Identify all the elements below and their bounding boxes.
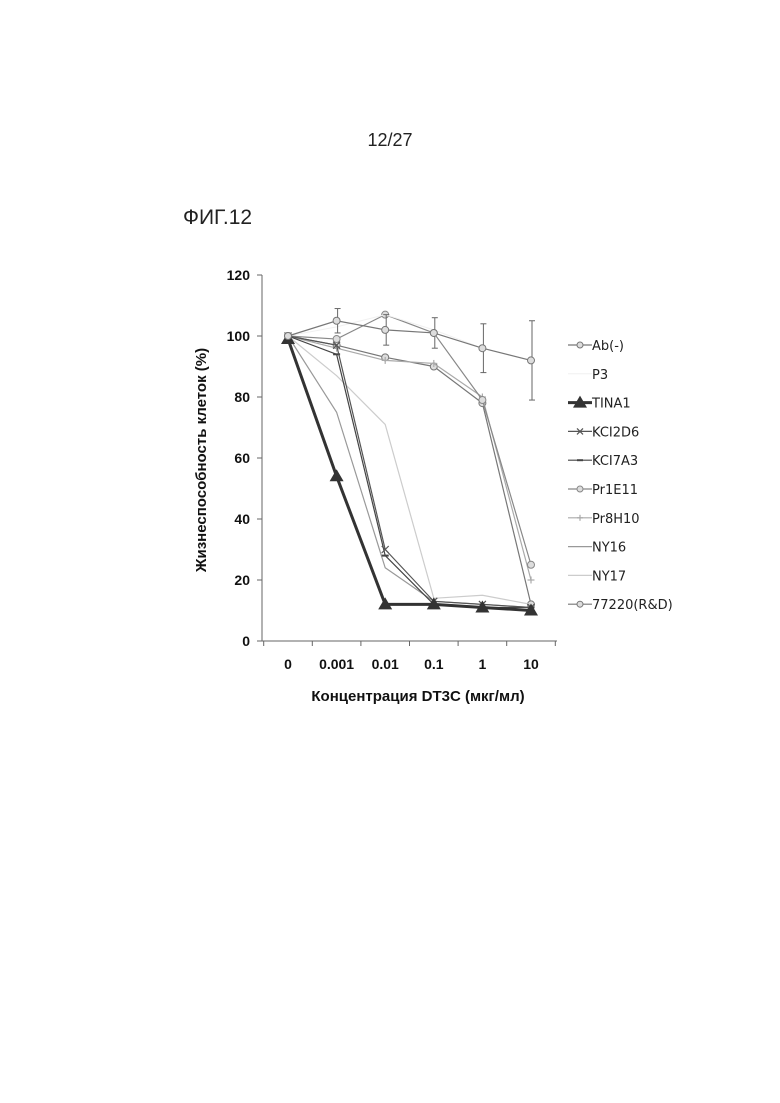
y-tick-label: 80	[234, 389, 250, 405]
x-axis-title: Концентрация DT3C (мкг/мл)	[311, 688, 524, 705]
data-point	[430, 329, 437, 336]
data-point	[577, 342, 583, 348]
series-line	[288, 336, 531, 607]
chart-legend: Ab(-) P3 TINA1 KCI2D6 KCI7A3 Pr1E11 Pr8H10 NY16…	[568, 339, 673, 613]
y-axis-title: Жизнеспособность клеток (%)	[193, 348, 210, 573]
series-line	[288, 336, 531, 607]
y-tick-label: 120	[227, 267, 251, 283]
y-tick-label: 20	[234, 572, 250, 588]
data-point	[577, 515, 583, 521]
legend-item: NY17	[568, 569, 626, 584]
series-line	[288, 336, 531, 580]
series-kci2d6	[285, 333, 535, 611]
y-tick-label: 40	[234, 511, 250, 527]
legend-label: TINA1	[591, 397, 631, 412]
chart-axes: 0 20 40 60 80 100 120 0 0.001 0.01 0.1 1 10	[227, 267, 557, 672]
viability-chart: 0 20 40 60 80 100 120 0 0.001 0.01 0.1 1 10 Ab(-) P3 T…	[0, 0, 780, 760]
legend-label: KCI2D6	[592, 425, 639, 440]
series-line	[288, 336, 531, 604]
data-point	[479, 345, 486, 352]
x-tick-label: 0.001	[319, 656, 354, 672]
data-point	[382, 326, 389, 333]
legend-label: NY17	[592, 569, 626, 584]
series-line	[288, 315, 531, 361]
legend-label: 77220(R&D)	[592, 598, 673, 613]
legend-item: Pr1E11	[568, 483, 638, 498]
legend-label: KCI7A3	[592, 454, 638, 469]
series-p3	[288, 315, 531, 361]
data-point	[285, 333, 292, 340]
data-point	[528, 561, 535, 568]
series-line	[288, 336, 531, 607]
data-point	[330, 469, 344, 481]
data-point	[577, 486, 583, 492]
legend-item: TINA1	[568, 396, 631, 412]
series-ny16	[288, 336, 531, 607]
legend-item: P3	[568, 368, 608, 383]
data-point	[528, 357, 535, 364]
series-pr8h10	[285, 333, 535, 584]
series-ny17	[288, 336, 531, 604]
chart-series	[281, 309, 538, 616]
series-line	[288, 321, 531, 361]
legend-label: NY16	[592, 541, 626, 556]
x-tick-label: 0.01	[372, 656, 399, 672]
data-point	[333, 317, 340, 324]
series-kci7a3	[285, 336, 535, 607]
legend-item: Ab(-)	[568, 339, 624, 354]
data-point	[577, 601, 583, 607]
series-pr1e11	[285, 311, 535, 568]
legend-item: Pr8H10	[568, 512, 640, 527]
series-line	[288, 339, 531, 610]
y-tick-label: 100	[227, 328, 251, 344]
data-point	[479, 397, 486, 404]
data-point	[528, 577, 535, 584]
legend-label: Ab(-)	[592, 339, 624, 354]
series-77220-r-d-	[285, 333, 535, 608]
y-tick-label: 60	[234, 450, 250, 466]
series-line	[288, 336, 531, 604]
legend-label: P3	[592, 368, 608, 383]
legend-label: Pr1E11	[592, 483, 638, 498]
legend-label: Pr8H10	[592, 512, 640, 527]
x-tick-label: 0.1	[424, 656, 444, 672]
y-tick-label: 0	[242, 633, 250, 649]
legend-item: KCI7A3	[568, 454, 638, 469]
x-tick-label: 0	[284, 656, 292, 672]
data-point	[333, 336, 340, 343]
legend-item: KCI2D6	[568, 425, 639, 440]
legend-item: NY16	[568, 541, 626, 556]
x-tick-label: 10	[523, 656, 539, 672]
x-tick-label: 1	[479, 656, 487, 672]
legend-item: 77220(R&D)	[568, 598, 673, 613]
